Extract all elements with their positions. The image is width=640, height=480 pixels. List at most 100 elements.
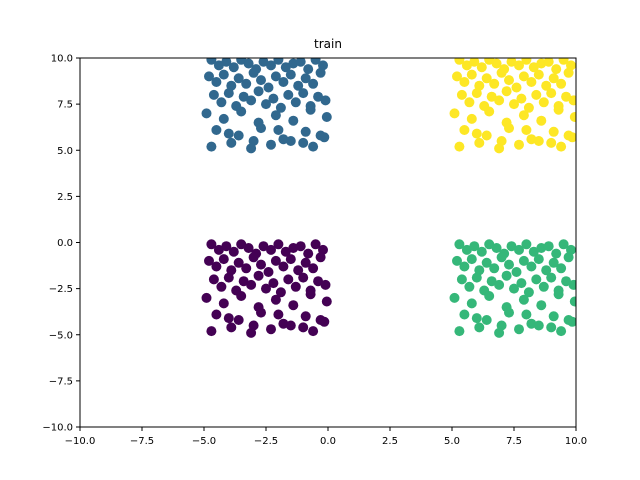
data-point-series-2: [208, 89, 219, 100]
data-point-series-4: [469, 58, 480, 67]
data-point-series-4: [528, 62, 539, 73]
data-point-series-4: [466, 113, 477, 124]
x-tick-label: −5.0: [192, 436, 216, 447]
data-point-series-2: [201, 108, 212, 119]
data-point-series-2: [211, 125, 222, 135]
data-point-series-2: [305, 104, 316, 115]
data-points: [201, 58, 576, 338]
data-point-series-4: [471, 88, 482, 99]
data-point-series-1: [211, 309, 222, 320]
y-tick-label: 7.5: [57, 100, 73, 111]
data-point-series-1: [243, 243, 254, 253]
data-point-series-3: [526, 261, 537, 272]
data-point-series-2: [206, 141, 217, 152]
data-point-series-3: [452, 255, 462, 266]
data-point-series-2: [228, 62, 239, 73]
data-point-series-1: [308, 263, 319, 274]
data-point-series-4: [521, 125, 532, 135]
data-point-series-3: [501, 270, 512, 281]
data-point-series-1: [226, 322, 237, 333]
data-point-series-4: [504, 75, 514, 86]
data-point-series-4: [536, 115, 547, 126]
data-point-series-3: [548, 311, 559, 322]
data-point-series-3: [528, 246, 539, 257]
data-point-series-3: [569, 296, 576, 307]
y-tick-label: 10.0: [51, 54, 73, 65]
data-point-series-2: [223, 128, 234, 139]
data-point-series-2: [308, 141, 319, 152]
data-point-series-1: [233, 257, 244, 268]
data-point-series-1: [218, 254, 229, 265]
y-tick-label: 5.0: [57, 146, 73, 157]
data-point-series-3: [471, 272, 482, 283]
data-point-series-3: [556, 326, 567, 337]
data-point-series-1: [275, 287, 286, 298]
data-point-series-1: [290, 281, 301, 292]
y-tick-label: −10.0: [42, 423, 73, 434]
data-point-series-2: [204, 71, 214, 82]
data-point-series-3: [514, 244, 524, 255]
data-point-series-3: [533, 320, 544, 331]
data-point-series-1: [206, 326, 217, 337]
data-point-series-3: [541, 265, 552, 276]
data-point-series-1: [285, 254, 296, 265]
data-point-series-2: [321, 112, 332, 122]
data-point-series-3: [518, 294, 529, 305]
data-point-series-1: [218, 298, 229, 309]
data-point-series-3: [521, 239, 532, 250]
data-point-series-1: [273, 309, 284, 320]
data-point-series-1: [298, 272, 309, 283]
data-point-series-3: [531, 274, 542, 285]
data-point-series-2: [293, 80, 304, 91]
x-tick-label: 5.0: [444, 436, 460, 447]
data-point-series-3: [466, 254, 477, 265]
data-point-series-1: [313, 276, 324, 287]
data-point-series-3: [561, 276, 572, 287]
data-point-series-1: [310, 239, 321, 250]
data-point-series-1: [236, 239, 247, 250]
data-point-series-3: [466, 298, 477, 309]
data-point-series-4: [489, 78, 500, 89]
data-point-series-4: [484, 106, 495, 117]
data-point-series-2: [266, 60, 276, 71]
data-point-series-3: [558, 239, 569, 250]
data-point-series-4: [496, 67, 507, 78]
data-point-series-1: [321, 296, 332, 307]
data-point-series-1: [283, 274, 294, 285]
data-point-series-1: [246, 279, 257, 290]
data-point-series-3: [484, 291, 495, 301]
y-tick-label: −5.0: [49, 330, 73, 341]
data-point-series-3: [514, 324, 524, 335]
data-point-series-4: [464, 97, 475, 108]
y-axis: −10.0 −7.5 −5.0 −2.5 0.0 2.5 5.0 7.5 10.0: [42, 54, 80, 434]
data-point-series-4: [459, 77, 470, 87]
data-point-series-2: [221, 58, 232, 67]
data-point-series-2: [266, 139, 276, 150]
y-tick-label: 2.5: [57, 192, 73, 203]
data-point-series-2: [300, 73, 311, 84]
data-point-series-3: [449, 292, 460, 303]
data-point-series-3: [563, 252, 574, 263]
data-point-series-1: [315, 252, 326, 263]
data-point-series-2: [285, 136, 296, 146]
data-point-series-3: [491, 243, 502, 253]
data-point-series-4: [456, 89, 467, 100]
data-point-series-4: [514, 139, 524, 150]
data-point-series-2: [273, 125, 284, 135]
data-point-series-3: [481, 257, 492, 268]
data-point-series-4: [449, 108, 460, 119]
data-point-series-3: [546, 322, 557, 333]
data-point-series-2: [233, 130, 244, 141]
data-point-series-4: [541, 80, 552, 91]
data-point-series-3: [481, 315, 492, 325]
data-point-series-4: [521, 58, 532, 65]
data-point-series-2: [258, 58, 269, 67]
data-point-series-3: [518, 255, 529, 266]
data-point-series-4: [546, 88, 557, 99]
chart-title: train: [314, 37, 342, 51]
data-point-series-3: [494, 327, 505, 338]
data-point-series-4: [563, 67, 574, 78]
data-point-series-1: [268, 278, 279, 289]
data-point-series-2: [223, 88, 234, 99]
data-point-series-1: [204, 255, 214, 266]
